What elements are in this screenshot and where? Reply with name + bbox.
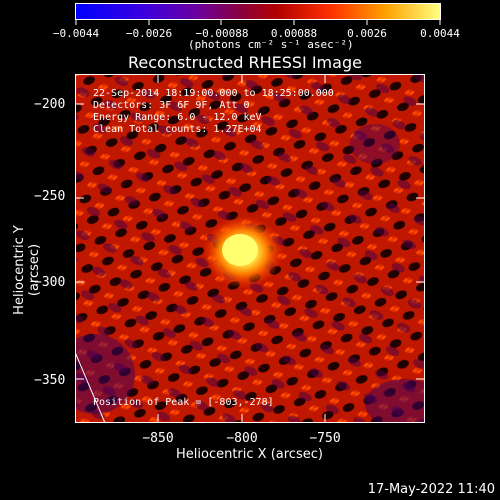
y-tick-label: −300 xyxy=(34,275,66,290)
colorbar-tick-label: −0.0026 xyxy=(125,27,173,40)
y-axis-label: Heliocentric Y (arcsec) xyxy=(12,225,42,315)
colorbar-tick-label: 0.00088 xyxy=(270,27,318,40)
colorbar-ticks xyxy=(75,20,441,25)
y-tick-label: −200 xyxy=(34,97,66,112)
colorbar xyxy=(75,3,441,20)
detectors-label: Detectors: 3F 6F 9F, Att 0 xyxy=(93,100,250,111)
x-tick-label: −800 xyxy=(226,431,258,446)
energy-range-label: Energy Range: 6.0 - 12.0 keV xyxy=(93,112,262,123)
y-tick-label: −250 xyxy=(34,189,66,204)
x-axis-label: Heliocentric X (arcsec) xyxy=(176,447,323,462)
colorbar-unit: (photons cm⁻² s⁻¹ asec⁻²) xyxy=(188,38,354,51)
colorbar-tick-label: 0.0044 xyxy=(420,27,460,40)
clean-counts-label: Clean Total counts: 1.27E+04 xyxy=(93,124,262,135)
time-range-label: 22-Sep-2014 18:19:00.000 to 18:25:00.000 xyxy=(93,88,334,99)
x-tick-label: −750 xyxy=(309,431,341,446)
plot-title: Reconstructed RHESSI Image xyxy=(128,53,362,72)
x-tick-label: −850 xyxy=(142,431,174,446)
peak-position-label: Position of Peak = [-803,-278] xyxy=(93,397,274,408)
colorbar-tick-label: −0.0044 xyxy=(52,27,100,40)
rhessi-image xyxy=(75,74,425,423)
colorbar-tick-label: 0.0026 xyxy=(347,27,387,40)
footer-date: 17-May-2022 11:40 xyxy=(367,482,495,497)
colorbar-tick-label: −0.00088 xyxy=(195,27,249,40)
y-tick-label: −350 xyxy=(34,373,66,388)
